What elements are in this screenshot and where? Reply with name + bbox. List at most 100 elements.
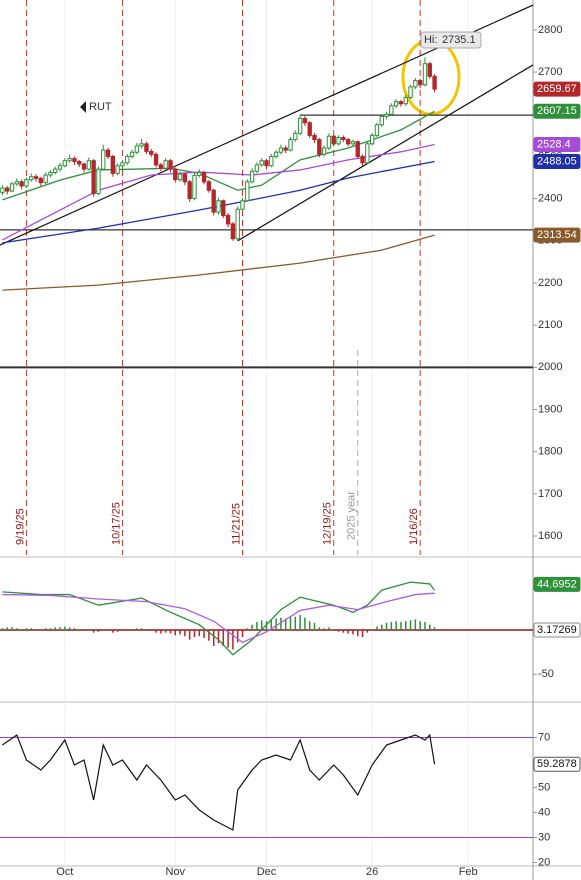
y-tick-label: 1700 (538, 488, 562, 500)
candle-body (57, 165, 63, 170)
candle-body (432, 75, 437, 90)
last-price-box (533, 81, 581, 97)
date-marker-label: 1/16/26 (408, 508, 420, 545)
candle-body (331, 135, 336, 145)
y-tick-label: 2200 (538, 277, 562, 289)
candle-body (129, 151, 135, 157)
x-tick-label: Feb (459, 866, 478, 878)
candle-body (187, 181, 192, 200)
candle-body (134, 145, 140, 153)
candle-body (374, 124, 380, 136)
moving-average (2, 143, 435, 241)
candle-body (326, 135, 332, 149)
candle-body (393, 101, 399, 107)
date-marker-label: 12/19/25 (322, 502, 334, 545)
candle-body (211, 189, 216, 213)
x-tick-label: 26 (366, 866, 378, 878)
y-tick-label: 70 (538, 731, 550, 743)
ma-last-value: 2528.4 (537, 138, 571, 150)
candle-body (264, 160, 269, 167)
candle-body (321, 147, 327, 155)
candle-body (317, 139, 322, 155)
y-tick-label: 40 (538, 806, 550, 818)
candle-body (384, 113, 389, 117)
date-marker-label: 10/17/25 (110, 502, 122, 545)
candle-body (360, 155, 365, 164)
candle-body (67, 158, 72, 162)
y-tick-label: 2100 (538, 319, 562, 331)
moving-average (2, 234, 435, 291)
candle-body (19, 181, 24, 187)
year-marker-label: 2025 year (346, 491, 358, 540)
ma-last-value: 2607.15 (537, 105, 577, 117)
y-tick-label: 30 (538, 831, 550, 843)
candle-body (192, 174, 197, 200)
y-tick-label: 2800 (538, 24, 562, 36)
candle-body (101, 149, 106, 170)
candle-body (168, 160, 173, 170)
hi-label-prefix: Hi: (424, 34, 437, 46)
candle-body (273, 151, 279, 157)
y-tick-label: 20 (538, 856, 550, 868)
candle-body (427, 63, 432, 77)
candle-body (206, 181, 212, 191)
candle-body (0, 187, 5, 193)
candle-body (408, 86, 413, 98)
candle-body (283, 147, 288, 151)
candle-body (120, 162, 125, 167)
candle-body (197, 171, 202, 176)
hi-label-value: 2735.1 (442, 34, 476, 46)
moving-average (2, 110, 435, 201)
y-tick-label: 1900 (538, 403, 562, 415)
macd-last-value: 44.6952 (537, 578, 577, 590)
candle-body (173, 168, 178, 181)
candle-body (125, 155, 130, 164)
moving-average (2, 160, 435, 244)
candle-body (216, 200, 221, 213)
candle-body (9, 183, 15, 192)
ma-last-value-box (533, 103, 581, 119)
symbol-marker (80, 101, 86, 113)
candle-body (81, 163, 87, 170)
y-tick-label: 2000 (538, 361, 562, 373)
candle-body (336, 136, 341, 145)
candle-body (249, 170, 255, 183)
ma-last-value-box (533, 136, 581, 152)
ma-last-value-box (533, 227, 581, 243)
ma-last-value-box (533, 154, 581, 170)
candle-body (53, 168, 58, 173)
ma-last-value: 2313.54 (537, 229, 577, 241)
candle-body (96, 168, 101, 195)
macd-line (2, 592, 435, 644)
candle-body (259, 160, 264, 166)
candle-body (29, 176, 34, 181)
candle-body (72, 158, 77, 163)
trend-line (237, 64, 534, 242)
ma-last-value: 2488.05 (537, 155, 577, 167)
candle-body (225, 215, 231, 225)
candle-body (163, 160, 168, 169)
candle-body (24, 179, 29, 187)
candle-body (115, 165, 120, 174)
y-tick-label: 2400 (538, 193, 562, 205)
candle-body (139, 143, 144, 147)
candle-body (43, 174, 48, 184)
y-tick-label: 1600 (538, 530, 562, 542)
candle-body (288, 139, 293, 151)
x-tick-label: Dec (257, 866, 277, 878)
candle-body (413, 80, 418, 88)
date-marker-label: 9/19/25 (14, 508, 26, 545)
candle-body (254, 164, 260, 172)
candle-body (389, 105, 394, 115)
candle-body (5, 187, 10, 192)
x-tick-label: Oct (56, 866, 73, 878)
candle-body (235, 208, 240, 240)
hi-label-box (420, 31, 482, 49)
candle-body (369, 134, 375, 145)
candle-body (307, 122, 312, 136)
candle-body (158, 164, 164, 169)
candle-body (33, 176, 39, 179)
histogram-last-value-box (533, 622, 581, 638)
candle-body (278, 147, 284, 153)
